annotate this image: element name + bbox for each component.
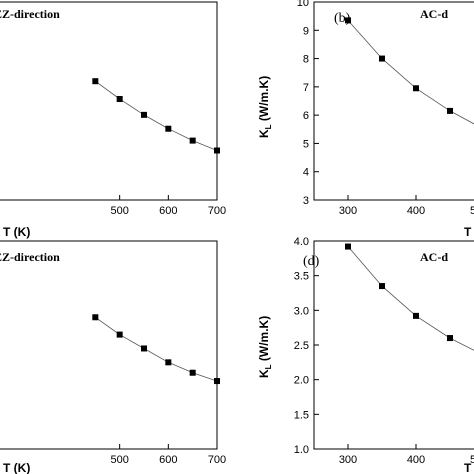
panel-a: ZZ-direction 500 600 700 T (K): [0, 1, 226, 239]
panel-c-xtick-label-1: 600: [159, 454, 177, 466]
panel-c-point-4: [189, 369, 196, 376]
panel-d: (d) AC-d 300 400 5 1.0 1.5 2.0 2.5 3.0 3.5 4.0 T…: [257, 236, 474, 474]
panel-b-title: AC-d: [420, 7, 448, 21]
panel-a-xtick-label-0: 500: [110, 205, 128, 217]
panel-d-ytick-label-4: 3.0: [294, 305, 309, 317]
panel-b-xtick-label-1: 400: [407, 205, 425, 217]
panel-d-ytick-label-3: 2.5: [294, 340, 309, 352]
panel-b-xtick-label-extra-0: 5: [470, 205, 474, 217]
panel-a-point-3: [165, 125, 172, 132]
panel-c-xlabel: T (K): [3, 461, 30, 474]
panel-b-point-2: [413, 85, 419, 92]
panel-d-point-2: [413, 312, 419, 319]
panel-d-ytick-label-6: 4.0: [294, 236, 309, 248]
panel-c-point-5: [214, 378, 220, 385]
panel-a-xtick-label-2: 700: [208, 205, 226, 217]
panel-c-series-line: [95, 316, 218, 382]
panel-b-point-1: [379, 55, 385, 62]
panel-b-series: [345, 17, 474, 125]
panel-b-frame: [313, 1, 474, 201]
panel-b-point-0: [345, 17, 351, 24]
panel-a-xlabel: T (K): [3, 225, 30, 239]
panel-c-point-1: [116, 331, 123, 338]
panel-b-xtick-label-0: 300: [339, 205, 357, 217]
panel-b-ytick-label-5: 8: [303, 54, 309, 66]
panel-c-point-2: [141, 345, 147, 352]
panel-d-yticks: 1.0 1.5 2.0 2.5 3.0 3.5 4.0: [294, 236, 319, 456]
panel-a-frame: [0, 1, 218, 201]
panel-a-point-0: [92, 78, 99, 85]
panel-a-point-2: [141, 111, 147, 118]
panel-b-ytick-label-6: 9: [303, 25, 309, 37]
panel-c-frame: [0, 240, 218, 450]
panel-d-point-1: [379, 283, 385, 290]
panel-b-ytick-label-4: 7: [303, 82, 309, 94]
panel-d-title: AC-d: [420, 250, 448, 264]
panel-d-ylabel: KL (W/m.K): [257, 316, 273, 378]
panel-a-series: [92, 78, 220, 154]
panel-c-series: [92, 314, 220, 385]
panel-d-series: [345, 243, 474, 351]
panel-b-point-3: [447, 107, 453, 114]
panel-b-ylabel-main: K: [257, 129, 271, 138]
panel-d-frame: [313, 240, 474, 450]
panel-a-title: ZZ-direction: [0, 7, 60, 21]
panel-d-ytick-label-5: 3.5: [294, 271, 309, 283]
panel-d-ylabel-sub: L: [264, 364, 273, 369]
panel-d-series-line: [347, 246, 474, 351]
panel-d-ytick-label-0: 1.0: [294, 444, 309, 456]
panel-d-ytick-label-2: 2.0: [294, 375, 309, 387]
panel-b-ytick-label-3: 6: [303, 110, 309, 122]
panel-a-xtick-label-1: 600: [159, 205, 177, 217]
panel-a-point-4: [189, 137, 196, 144]
panel-d-xtick-label-extra-0: 5: [470, 454, 474, 466]
panel-d-letter: (d): [303, 254, 320, 269]
panel-b-xlabel: T: [464, 225, 472, 239]
panel-b-ytick-label-0: 3: [303, 195, 309, 207]
panel-b-xticks: 300 400 5: [339, 195, 474, 217]
panel-c-xtick-label-2: 700: [208, 454, 226, 466]
panel-d-point-0: [345, 243, 351, 250]
panel-d-point-3: [447, 335, 453, 342]
panel-d-xlabel: T: [464, 461, 472, 474]
panel-b-ytick-label-1: 4: [303, 167, 309, 179]
panel-d-xticks: 300 400 5: [339, 444, 474, 466]
panel-a-xticks: 500 600 700: [110, 195, 226, 217]
panel-c-xticks: 500 600 700: [110, 444, 226, 466]
panel-d-xtick-label-1: 400: [407, 454, 425, 466]
panel-b-ytick-label-7: 10: [297, 0, 309, 9]
panel-b-ylabel-rest: (W/m.K): [257, 76, 271, 125]
panel-b-series-line: [347, 20, 474, 125]
panel-d-ytick-label-1: 1.5: [294, 409, 309, 421]
panel-b-ytick-label-2: 5: [303, 138, 309, 150]
panel-d-ylabel-rest: (W/m.K): [257, 316, 271, 365]
panel-d-xtick-label-0: 300: [339, 454, 357, 466]
panel-c-point-0: [92, 314, 99, 321]
panel-d-ylabel-main: K: [257, 369, 271, 378]
panel-c: ZZ-direction 500 600 700 T (K): [0, 240, 226, 474]
panel-b-yticks: 3 4 5 6 7 8 9 10: [297, 0, 319, 207]
panel-b-ylabel: KL (W/m.K): [257, 76, 273, 138]
panel-a-point-5: [214, 147, 220, 154]
panel-c-point-3: [165, 359, 172, 366]
panel-b-ylabel-sub: L: [264, 124, 273, 129]
panel-c-xtick-label-0: 500: [110, 454, 128, 466]
panel-a-point-1: [116, 96, 123, 103]
panel-a-series-line: [95, 80, 218, 151]
panel-c-title: ZZ-direction: [0, 250, 60, 264]
